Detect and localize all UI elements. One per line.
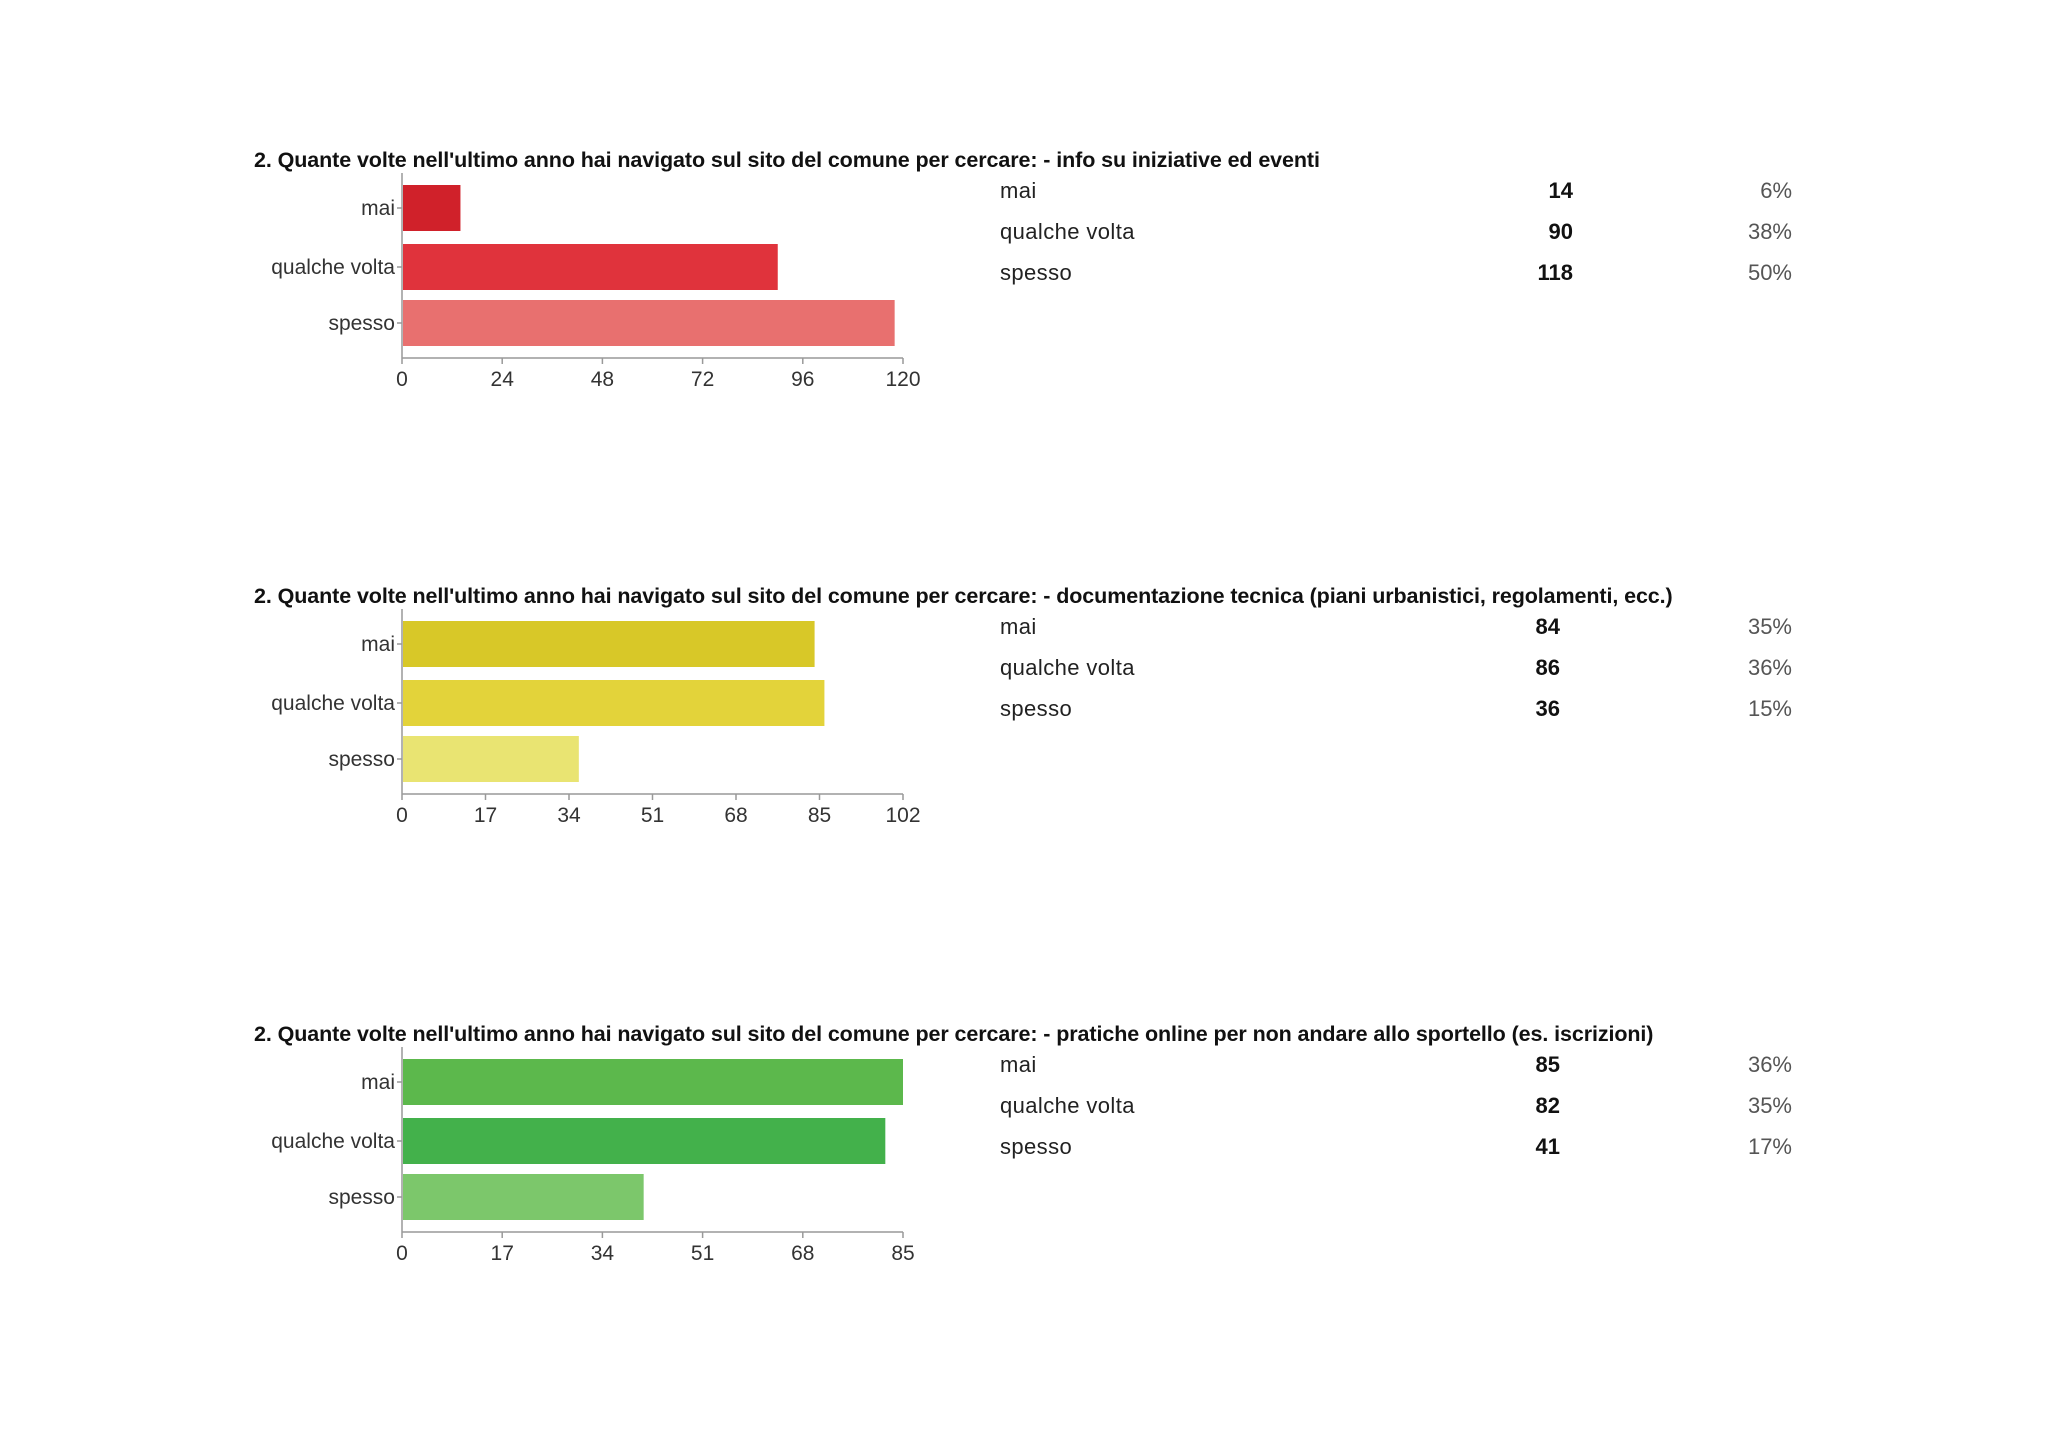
stats-count: 36 <box>1535 696 1560 721</box>
bar-qualche-volta <box>403 1118 886 1164</box>
stats-label: spesso <box>1000 696 1073 721</box>
x-tick-label: 85 <box>891 1242 914 1265</box>
stats-percent: 36% <box>1747 655 1792 680</box>
x-tick-label: 34 <box>557 804 581 827</box>
x-tick-label: 51 <box>691 1242 714 1265</box>
x-tick-label: 17 <box>474 804 497 827</box>
x-tick-label: 120 <box>885 368 920 391</box>
bar-qualche-volta <box>403 680 825 726</box>
stats-percent: 36% <box>1747 1052 1792 1077</box>
category-label: mai <box>361 197 395 220</box>
stats-row-qualche-volta: qualche volta 90 38% <box>1000 219 1800 249</box>
question-title: 2. Quante volte nell'ultimo anno hai nav… <box>254 1022 1654 1046</box>
stats-percent: 50% <box>1747 260 1792 285</box>
stats-percent: 35% <box>1747 1093 1792 1118</box>
stats-count: 90 <box>1548 219 1573 244</box>
stats-percent: 38% <box>1747 219 1792 244</box>
bar-spesso <box>403 1174 644 1220</box>
stats-label: mai <box>1000 614 1037 639</box>
stats-label: spesso <box>1000 260 1073 285</box>
stats-row-mai: mai 84 35% <box>1000 614 1800 644</box>
x-tick-label: 0 <box>396 804 408 827</box>
stats-row-mai: mai 85 36% <box>1000 1052 1800 1082</box>
x-tick-label: 17 <box>491 1242 514 1265</box>
bar-mai <box>403 621 815 667</box>
x-tick-label: 34 <box>591 1242 615 1265</box>
bar-spesso <box>403 300 895 346</box>
x-tick-label: 102 <box>885 804 920 827</box>
question-title: 2. Quante volte nell'ultimo anno hai nav… <box>254 148 1320 172</box>
stats-count: 86 <box>1535 655 1560 680</box>
stats-row-qualche-volta: qualche volta 86 36% <box>1000 655 1800 685</box>
stats-row-mai: mai 14 6% <box>1000 178 1800 208</box>
category-label: qualche volta <box>271 1130 395 1153</box>
stats-label: mai <box>1000 178 1037 203</box>
stats-count: 14 <box>1548 178 1573 203</box>
bar-mai <box>403 185 461 231</box>
question-section-3: 2. Quante volte nell'ultimo anno hai nav… <box>0 1022 2048 1352</box>
question-section-2: 2. Quante volte nell'ultimo anno hai nav… <box>0 584 2048 914</box>
category-label: mai <box>361 633 395 656</box>
x-tick-label: 68 <box>791 1242 814 1265</box>
stats-row-spesso: spesso 36 15% <box>1000 696 1800 726</box>
x-tick-label: 48 <box>591 368 614 391</box>
x-tick-label: 24 <box>491 368 515 391</box>
question-title: 2. Quante volte nell'ultimo anno hai nav… <box>254 584 1673 608</box>
stats-percent: 17% <box>1747 1134 1792 1159</box>
category-label: qualche volta <box>271 256 395 279</box>
x-tick-label: 85 <box>808 804 831 827</box>
stats-count: 85 <box>1535 1052 1560 1077</box>
stats-label: spesso <box>1000 1134 1073 1159</box>
bar-qualche-volta <box>403 244 778 290</box>
stats-percent: 15% <box>1747 696 1792 721</box>
question-section-1: 2. Quante volte nell'ultimo anno hai nav… <box>0 148 2048 478</box>
stats-percent: 6% <box>1760 178 1792 203</box>
x-tick-label: 96 <box>791 368 814 391</box>
stats-row-spesso: spesso 41 17% <box>1000 1134 1800 1164</box>
x-tick-label: 0 <box>396 368 408 391</box>
category-label: spesso <box>328 748 395 771</box>
stats-label: qualche volta <box>1000 655 1135 680</box>
stats-count: 41 <box>1535 1134 1560 1159</box>
x-tick-label: 72 <box>691 368 714 391</box>
stats-count: 82 <box>1535 1093 1560 1118</box>
stats-count: 118 <box>1537 260 1574 285</box>
stats-percent: 35% <box>1747 614 1792 639</box>
x-tick-label: 51 <box>641 804 664 827</box>
stats-row-qualche-volta: qualche volta 82 35% <box>1000 1093 1800 1123</box>
category-label: mai <box>361 1071 395 1094</box>
x-tick-label: 68 <box>724 804 747 827</box>
stats-label: qualche volta <box>1000 1093 1135 1118</box>
bar-chart: mai qualche volta spesso 0 24 48 72 96 120 <box>271 173 921 391</box>
bar-mai <box>403 1059 903 1105</box>
bar-spesso <box>403 736 579 782</box>
category-label: spesso <box>328 1186 395 1209</box>
category-label: spesso <box>328 312 395 335</box>
category-label: qualche volta <box>271 692 395 715</box>
x-tick-label: 0 <box>396 1242 408 1265</box>
stats-label: mai <box>1000 1052 1037 1077</box>
stats-row-spesso: spesso 118 50% <box>1000 260 1800 290</box>
bar-chart: mai qualche volta spesso 0 17 34 51 68 85 <box>271 1047 915 1265</box>
stats-count: 84 <box>1535 614 1560 639</box>
bar-chart: mai qualche volta spesso 0 17 34 51 68 85 102 <box>271 609 921 827</box>
stats-label: qualche volta <box>1000 219 1135 244</box>
